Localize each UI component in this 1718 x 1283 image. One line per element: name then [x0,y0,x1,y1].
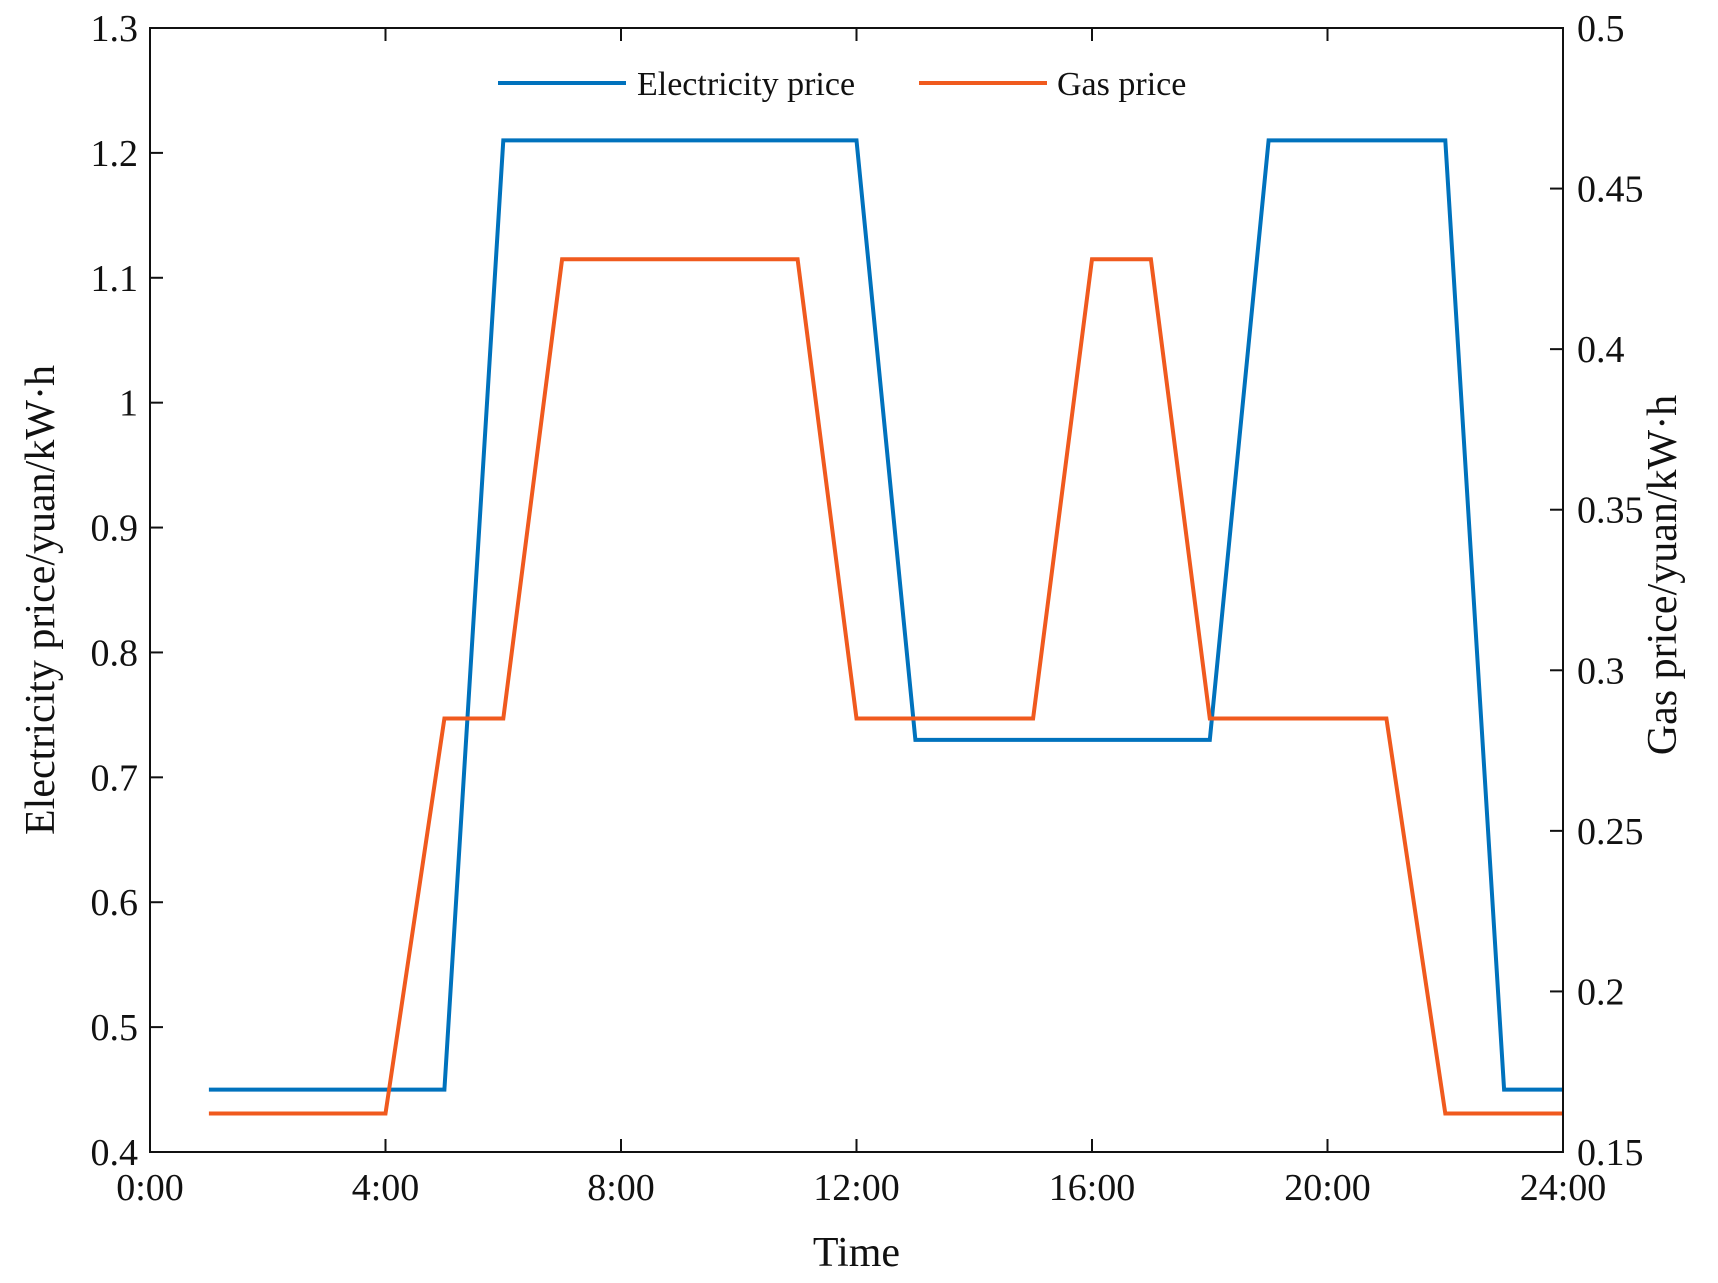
y-right-tick-label: 0.2 [1577,971,1625,1013]
y-axis-right-title: Gas price/yuan/kW·h [1640,395,1686,755]
x-tick-label: 12:00 [813,1167,900,1209]
y-left-tick-label: 0.8 [91,632,139,674]
x-axis-title: Time [813,1230,900,1276]
x-tick-label: 8:00 [587,1167,655,1209]
x-tick-label: 0:00 [116,1167,184,1209]
y-axis-left-title: Electricity price/yuan/kW·h [18,365,64,835]
y-right-tick-label: 0.3 [1577,650,1625,692]
x-tick-label: 24:00 [1520,1167,1607,1209]
x-tick-label: 20:00 [1284,1167,1371,1209]
plot-marks [208,138,1563,1116]
y-left-tick-label: 0.6 [91,882,139,924]
y-left-tick-label: 0.7 [91,757,139,799]
y-left-tick-label: 1.3 [91,8,139,50]
y-left-tick-label: 0.5 [91,1007,139,1049]
x-tick-label: 16:00 [1049,1167,1136,1209]
y-right-tick-label: 0.15 [1577,1132,1644,1174]
legend: Electricity price Gas price [498,66,1186,103]
y-right-tick-label: 0.25 [1577,811,1644,853]
y-left-tick-label: 1 [119,383,138,425]
axis-ticks: 0:00 4:00 8:00 12:00 16:00 20:00 24:00 0.4 0.5 0.… [91,8,1644,1209]
y-right-tick-label: 0.45 [1577,169,1644,211]
legend-label-gas-price: Gas price [1057,66,1186,103]
y-right-tick-label: 0.5 [1577,8,1625,50]
plot-frame [149,27,1564,1153]
y-left-tick-label: 1.1 [91,258,139,300]
series-line-electricity-price [208,138,1563,1092]
legend-label-electricity-price: Electricity price [637,66,855,103]
series-line-gas-price [208,257,1563,1116]
y-right-tick-label: 0.4 [1577,329,1625,371]
y-left-tick-label: 0.4 [91,1132,139,1174]
y-left-tick-label: 1.2 [91,133,139,175]
y-left-tick-label: 0.9 [91,508,139,550]
x-tick-label: 4:00 [352,1167,420,1209]
y-right-tick-label: 0.35 [1577,490,1644,532]
